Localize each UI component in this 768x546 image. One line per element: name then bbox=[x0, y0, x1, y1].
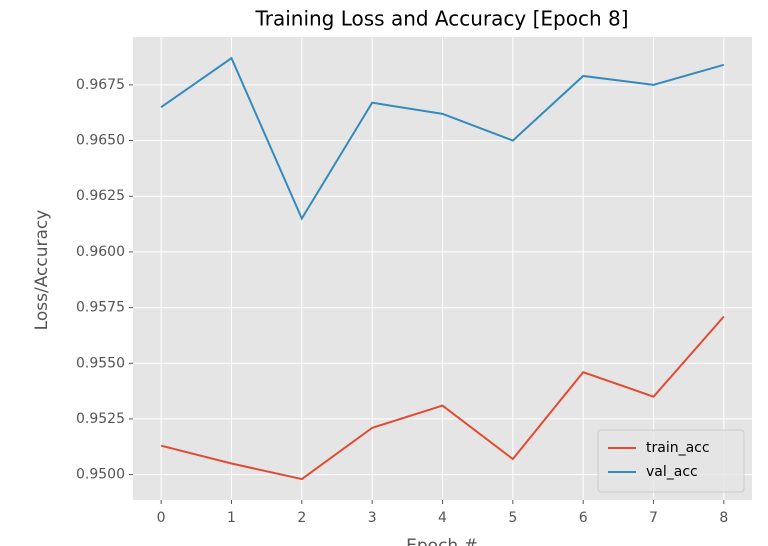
x-tick-label: 2 bbox=[297, 510, 306, 526]
x-axis-label: Epoch # bbox=[406, 536, 478, 546]
y-tick-label: 0.9600 bbox=[76, 244, 125, 260]
marks bbox=[160, 56, 725, 481]
x-tick-label: 3 bbox=[368, 510, 377, 526]
series-line bbox=[160, 56, 725, 221]
y-axis-label: Loss/Accuracy bbox=[32, 210, 52, 331]
grid bbox=[133, 37, 752, 500]
y-tick-label: 0.9650 bbox=[76, 133, 125, 149]
x-tick-label: 1 bbox=[227, 510, 236, 526]
y-tick-label: 0.9550 bbox=[76, 355, 125, 371]
x-tick-label: 6 bbox=[579, 510, 588, 526]
legend-label: val_acc bbox=[646, 464, 698, 480]
y-tick-label: 0.9675 bbox=[76, 77, 125, 93]
x-tick-label: 0 bbox=[157, 510, 166, 526]
series-line bbox=[160, 315, 725, 481]
legend-label: train_acc bbox=[646, 440, 710, 456]
x-tick-label: 8 bbox=[719, 510, 728, 526]
x-tick-label: 5 bbox=[508, 510, 517, 526]
x-tick-label: 4 bbox=[438, 510, 447, 526]
y-tick-label: 0.9575 bbox=[76, 300, 125, 316]
y-tick-label: 0.9525 bbox=[76, 411, 125, 427]
legend-box bbox=[597, 429, 745, 493]
chart-title: Training Loss and Accuracy [Epoch 8] bbox=[254, 7, 628, 31]
x-tick-label: 7 bbox=[649, 510, 658, 526]
y-tick-label: 0.9500 bbox=[76, 467, 125, 483]
y-tick-label: 0.9625 bbox=[76, 188, 125, 204]
